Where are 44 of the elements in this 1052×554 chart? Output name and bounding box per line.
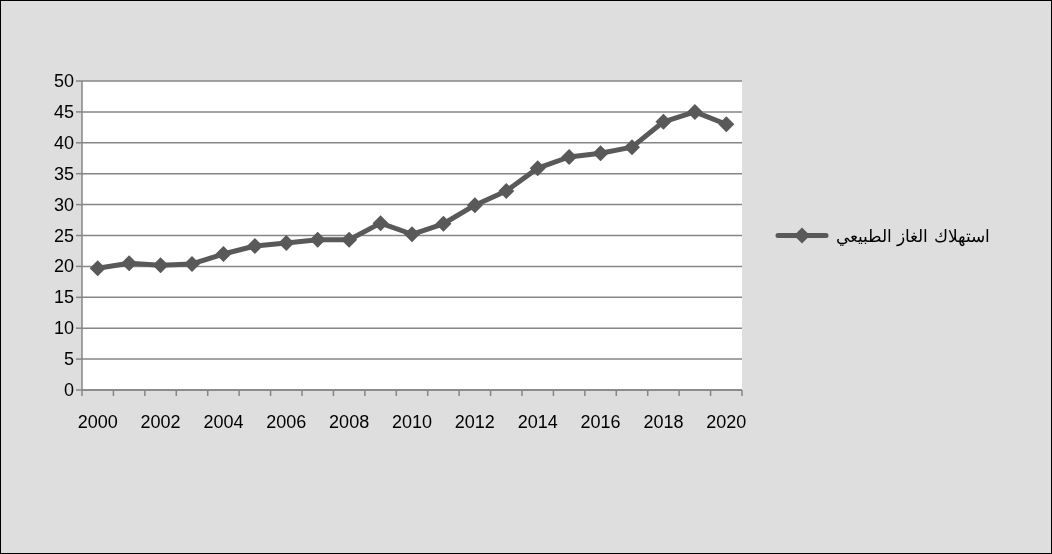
point	[529, 160, 546, 177]
legend-label: استهلاك الغاز الطبيعي	[836, 225, 990, 247]
point	[341, 231, 358, 248]
y-tick-label: 25	[53, 225, 74, 246]
x-tick-label: 2010	[391, 412, 433, 432]
x-tick-label: 2006	[266, 412, 307, 432]
y-tick-label: 40	[53, 132, 74, 153]
x-tick-label: 2018	[643, 412, 684, 432]
x-tick-label: 2000	[77, 412, 118, 432]
y-tick-label: 15	[53, 287, 74, 308]
y-tick-label: 50	[53, 71, 74, 91]
x-tick-label: 2016	[580, 412, 621, 432]
y-tick-label: 10	[53, 318, 74, 339]
point	[435, 215, 452, 232]
point	[624, 139, 640, 156]
point	[498, 183, 515, 199]
x-tick-label: 2012	[454, 412, 495, 432]
x-tick-label: 2020	[706, 412, 747, 432]
y-tick-label: 5	[63, 349, 74, 370]
point	[309, 231, 326, 248]
x-tick-label: 2014	[517, 412, 558, 432]
point	[184, 255, 200, 272]
y-tick-label: 30	[53, 194, 74, 215]
point	[278, 234, 295, 251]
x-tick-label: 2008	[329, 412, 370, 432]
x-tick-label: 2002	[140, 412, 181, 432]
point	[215, 246, 232, 263]
y-tick-label: 0	[63, 380, 74, 400]
y-tick-label: 20	[53, 256, 74, 277]
point	[372, 215, 389, 232]
point	[718, 116, 735, 133]
point	[404, 226, 420, 243]
point	[592, 145, 609, 162]
point	[121, 255, 138, 272]
point	[655, 113, 672, 130]
x-tick-label: 2004	[203, 412, 244, 432]
point	[246, 238, 263, 255]
point	[466, 197, 483, 214]
point	[686, 103, 703, 120]
point	[152, 257, 169, 274]
point	[89, 260, 106, 277]
y-tick-label: 45	[53, 101, 74, 122]
y-tick-label: 35	[53, 163, 74, 184]
point	[561, 149, 578, 166]
